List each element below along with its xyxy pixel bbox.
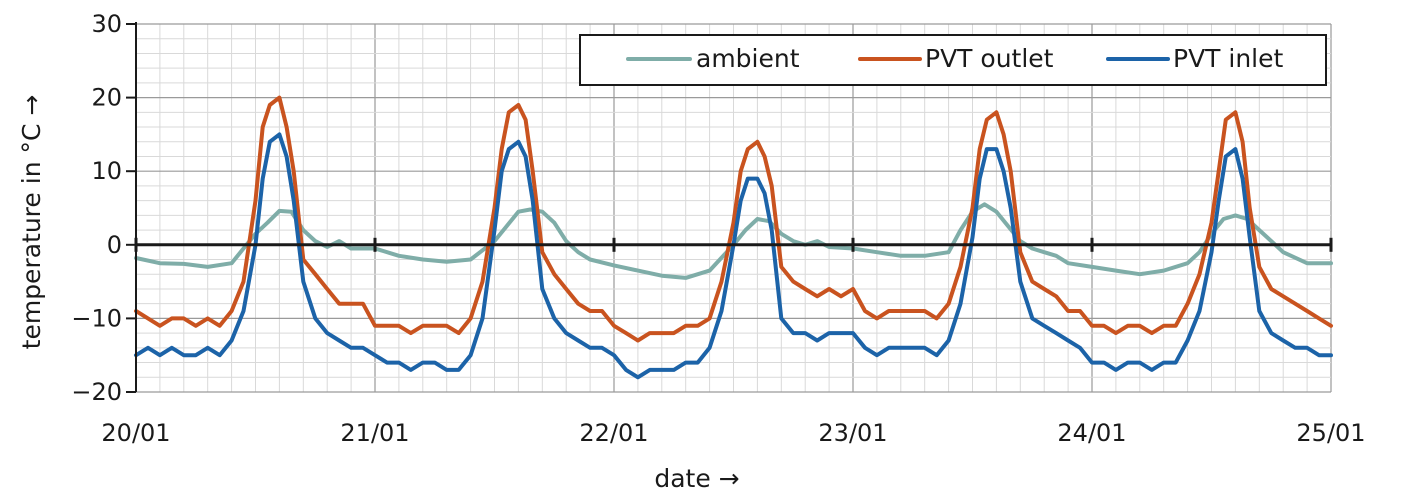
series-line-pvt-inlet [134,132,1333,380]
x-tick-label: 24/01 [1057,419,1126,447]
x-tick-label: 21/01 [340,419,409,447]
x-tick-label: 22/01 [579,419,648,447]
legend: ambient PVT outlet PVT inlet [579,34,1327,86]
x-axis-title: date → [654,464,739,493]
y-tick-label: 0 [107,231,122,259]
axes [126,22,1333,393]
legend-box [579,34,1327,86]
x-tick-label: 20/01 [101,419,170,447]
legend-label-ambient: ambient [696,44,800,73]
y-tick-label: −10 [71,304,122,332]
y-axis-title: temperature in °C → [17,95,46,350]
y-tick-label: 30 [91,10,122,38]
x-tick-label: 23/01 [818,419,887,447]
y-tick-label: 20 [91,84,122,112]
legend-label-pvt-inlet: PVT inlet [1173,44,1284,73]
x-tick-label: 25/01 [1296,419,1365,447]
tick-labels: −20 −10 0 10 20 30 20/01 21/01 22/01 23/01 24/01 25… [71,10,1365,447]
y-tick-label: 10 [91,157,122,185]
y-tick-label: −20 [71,378,122,406]
legend-label-pvt-outlet: PVT outlet [925,44,1054,73]
series-line-pvt-outlet [134,95,1333,343]
